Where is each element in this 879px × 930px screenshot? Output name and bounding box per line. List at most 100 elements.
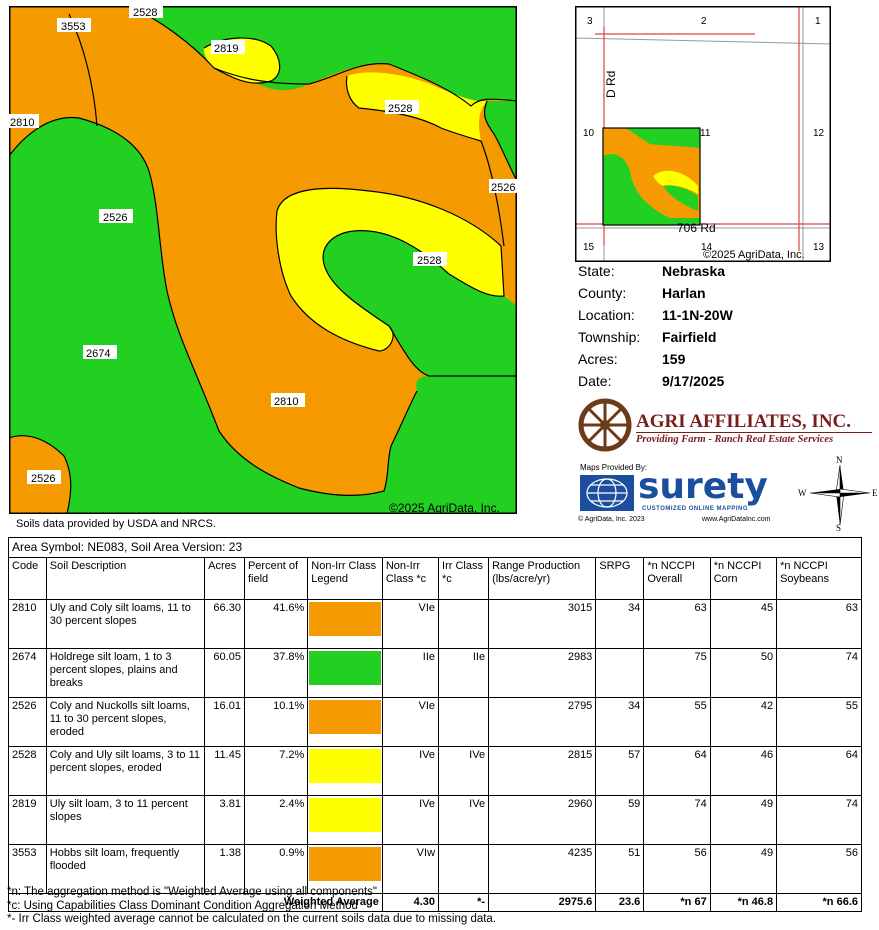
range-production: 4235	[488, 844, 597, 894]
soil-description: Coly and Nuckolls silt loams, 11 to 30 p…	[45, 697, 206, 747]
soil-percent: 41.6%	[243, 599, 309, 649]
legend-swatch	[309, 700, 382, 734]
map-label-2810-center: 2810	[274, 396, 298, 408]
surety-copyright: © AgriData, Inc. 2023	[578, 516, 645, 523]
footnote-n: *n: The aggregation method is "Weighted …	[7, 886, 378, 898]
section-11: 11	[700, 128, 711, 139]
table-row: 3553 Hobbs silt loam, frequently flooded 1…	[8, 844, 862, 894]
property-info: State: Nebraska County: Harlan Location: 11…	[578, 263, 733, 395]
maps-provided-by: Maps Provided By:	[580, 463, 648, 472]
road-706-rd: 706 Rd	[677, 221, 716, 235]
state-value: Nebraska	[662, 263, 726, 279]
state-label: State:	[578, 263, 615, 279]
weighted-corn: *n 46.8	[709, 893, 778, 912]
srpg: 51	[595, 844, 645, 894]
road-d-rd: D Rd	[604, 71, 618, 98]
srpg: 34	[595, 697, 645, 747]
nccpi-corn: 50	[709, 648, 778, 698]
nccpi-soybeans: 63	[776, 599, 862, 649]
surety-url: www.AgriDataInc.com	[702, 516, 771, 523]
county-value: Harlan	[662, 285, 706, 301]
nonirr-legend-cell	[307, 648, 383, 698]
soil-code: 2810	[8, 599, 47, 649]
header-range-production: Range Production (lbs/acre/yr)	[488, 557, 597, 600]
section-2: 2	[701, 16, 707, 27]
map-label-2819: 2819	[214, 43, 238, 55]
map-label-2528-top: 2528	[133, 7, 157, 19]
nccpi-overall: 55	[643, 697, 711, 747]
legend-swatch	[309, 847, 382, 881]
header-nccpi-corn: *n NCCPI Corn	[709, 557, 778, 600]
acres-value: 159	[662, 351, 686, 367]
nccpi-corn: 46	[709, 746, 778, 796]
map-label-2528-mid: 2528	[417, 255, 441, 267]
legend-swatch	[309, 651, 382, 685]
footnotes: *n: The aggregation method is "Weighted …	[7, 886, 496, 927]
table-row: 2674 Holdrege silt loam, 1 to 3 percent s…	[8, 648, 862, 698]
table-row: 2528 Coly and Uly silt loams, 3 to 11 per…	[8, 746, 862, 796]
srpg: 57	[595, 746, 645, 796]
nccpi-overall: 74	[643, 795, 711, 845]
weighted-soy: *n 66.6	[776, 893, 862, 912]
weighted-overall: *n 67	[643, 893, 711, 912]
legend-swatch	[309, 602, 382, 636]
soil-description: Holdrege silt loam, 1 to 3 percent slope…	[45, 648, 206, 698]
nonirr-legend-cell	[307, 844, 383, 894]
map-label-2810-left: 2810	[10, 117, 34, 129]
surety-name: surety	[638, 466, 768, 507]
weighted-srpg: 23.6	[595, 893, 645, 912]
location-map: 3 2 1 10 11 12 15 14 13 D Rd 706 Rd ©202…	[575, 6, 831, 262]
range-production: 2960	[488, 795, 597, 845]
soil-acres: 11.45	[204, 746, 245, 796]
legend-swatch	[309, 798, 382, 832]
soil-percent: 2.4%	[243, 795, 309, 845]
irr-class: IVe	[438, 795, 490, 845]
table-header-row: Code Soil Description Acres Percent of f…	[8, 557, 862, 600]
soil-percent: 10.1%	[243, 697, 309, 747]
surety-sub: CUSTOMIZED ONLINE MAPPING	[642, 506, 749, 512]
soil-acres: 66.30	[204, 599, 245, 649]
compass-e: E	[872, 488, 878, 498]
srpg: 34	[595, 599, 645, 649]
map-label-2526-right: 2526	[491, 182, 515, 194]
srpg	[595, 648, 645, 698]
irr-class: IVe	[438, 746, 490, 796]
compass-w: W	[798, 488, 807, 498]
map-label-2528-upper: 2528	[388, 103, 412, 115]
location-map-copyright: ©2025 AgriData, Inc.	[703, 249, 805, 261]
map-label-3553: 3553	[61, 21, 85, 33]
map-copyright: ©2025 AgriData, Inc.	[389, 501, 500, 514]
soil-code: 2819	[8, 795, 47, 845]
section-14: 14	[701, 242, 713, 253]
agri-affiliates-logo: AGRI AFFILIATES, INC. Providing Farm - R…	[578, 398, 874, 454]
soil-percent: 0.9%	[243, 844, 309, 894]
nonirr-legend-cell	[307, 697, 383, 747]
header-nccpi-overall: *n NCCPI Overall	[643, 557, 711, 600]
irr-class	[438, 844, 490, 894]
section-10: 10	[583, 128, 595, 139]
surety-logo: Maps Provided By: surety CUSTOMIZED ONLI…	[578, 463, 786, 525]
map-label-2526-mid: 2526	[103, 212, 127, 224]
irr-class: IIe	[438, 648, 490, 698]
nccpi-overall: 75	[643, 648, 711, 698]
table-row: 2810 Uly and Coly silt loams, 11 to 30 pe…	[8, 599, 862, 649]
globe-icon	[580, 475, 634, 511]
header-nonirr-legend: Non-Irr Class Legend	[307, 557, 383, 600]
srpg: 59	[595, 795, 645, 845]
soil-description: Uly silt loam, 3 to 11 percent slopes	[45, 795, 206, 845]
area-symbol: Area Symbol: NE083, Soil Area Version: 2…	[8, 537, 862, 558]
soil-acres: 3.81	[204, 795, 245, 845]
soil-code: 2526	[8, 697, 47, 747]
township-value: Fairfield	[662, 329, 717, 345]
soil-acres: 1.38	[204, 844, 245, 894]
weighted-average-row: Weighted Average 4.30 *- 2975.6 23.6 *n …	[8, 893, 862, 912]
legend-swatch	[309, 749, 382, 783]
range-production: 2795	[488, 697, 597, 747]
header-code: Code	[8, 557, 47, 600]
header-acres: Acres	[204, 557, 245, 600]
compass-s: S	[836, 523, 841, 531]
nonirr-legend-cell	[307, 599, 383, 649]
soil-percent: 7.2%	[243, 746, 309, 796]
footnote-c: *c: Using Capabilities Class Dominant Co…	[7, 899, 358, 912]
table-row: 2819 Uly silt loam, 3 to 11 percent slope…	[8, 795, 862, 845]
